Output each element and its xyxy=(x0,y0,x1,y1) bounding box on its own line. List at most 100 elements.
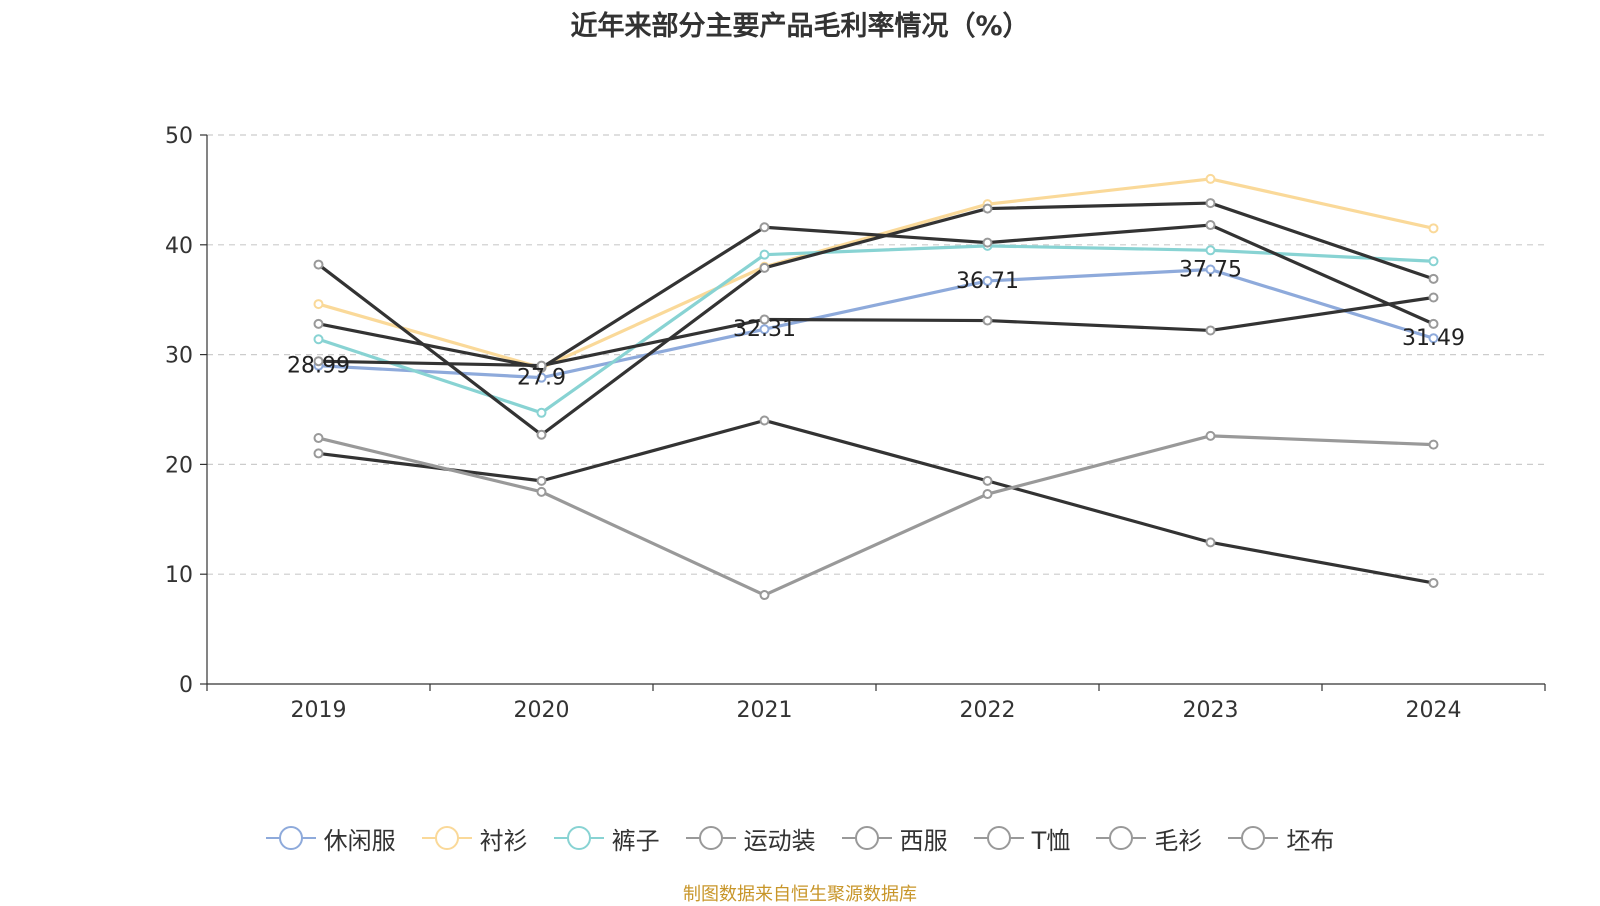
series-line-0 xyxy=(318,267,1434,380)
data-point xyxy=(1205,198,1216,209)
data-point xyxy=(1205,537,1216,548)
grid-lines xyxy=(207,134,1545,575)
legend: 休闲服 衬衫 裤子 运动装 西服 T恤 毛衫 坯布 xyxy=(0,816,1600,860)
legend-item-5[interactable]: T恤 xyxy=(973,821,1071,856)
legend-symbol xyxy=(553,826,604,850)
y-tick-label: 0 xyxy=(179,673,193,698)
data-point xyxy=(536,372,547,383)
x-tick-label: 2022 xyxy=(960,698,1016,723)
data-point xyxy=(1205,430,1216,441)
legend-symbol xyxy=(1228,826,1279,850)
source-note: 制图数据来自恒生聚源数据库 xyxy=(683,884,917,905)
legend-label: 衬衫 xyxy=(479,826,528,855)
data-point xyxy=(759,314,770,325)
legend-symbol xyxy=(265,826,316,850)
legend-item-2[interactable]: 裤子 xyxy=(553,821,660,856)
data-point xyxy=(313,334,324,345)
data-point xyxy=(1428,223,1439,234)
legend-item-1[interactable]: 衬衫 xyxy=(421,821,528,856)
legend-item-6[interactable]: 毛衫 xyxy=(1096,821,1202,856)
series-line-6 xyxy=(318,418,1434,585)
legend-label: 休闲服 xyxy=(323,826,396,855)
data-point xyxy=(313,299,324,310)
data-label: 37.75 xyxy=(1179,258,1242,283)
legend-label: T恤 xyxy=(1031,826,1071,855)
x-tick-label: 2019 xyxy=(291,698,347,723)
legend-item-0[interactable]: 休闲服 xyxy=(265,821,396,856)
axes: 0 10 20 30 40 50 2019 2020 2021 2022 2023 2024 xyxy=(165,124,1546,723)
data-point xyxy=(982,203,993,214)
data-label: 28.99 xyxy=(287,354,350,379)
data-point xyxy=(1205,245,1216,256)
data-point xyxy=(536,360,547,371)
data-point xyxy=(313,356,324,367)
legend-label: 西服 xyxy=(899,826,948,855)
legend-symbol xyxy=(421,826,472,850)
data-point xyxy=(536,475,547,486)
data-point xyxy=(759,262,770,273)
series-line-1 xyxy=(318,177,1434,370)
series-line-5 xyxy=(318,295,1434,368)
data-point xyxy=(982,489,993,500)
data-point xyxy=(313,433,324,444)
data-point xyxy=(759,324,770,335)
x-tick-label: 2024 xyxy=(1406,698,1462,723)
data-point xyxy=(982,237,993,248)
legend-item-3[interactable]: 运动装 xyxy=(685,821,816,856)
series-line-3 xyxy=(317,201,1435,437)
data-point xyxy=(982,315,993,326)
data-point xyxy=(313,318,324,329)
data-point xyxy=(1428,577,1439,588)
data-point xyxy=(759,222,770,233)
series-line-2 xyxy=(317,244,1434,415)
chart-title: 近年来部分主要产品毛利率情况（%） xyxy=(570,11,1030,42)
x-tick-label: 2023 xyxy=(1183,698,1239,723)
y-tick-label: 20 xyxy=(165,453,193,478)
series-line-7 xyxy=(318,434,1434,597)
data-point xyxy=(536,407,547,418)
data-point xyxy=(536,429,547,440)
legend-symbol xyxy=(685,826,736,850)
data-point xyxy=(313,448,324,459)
data-label: 31.49 xyxy=(1402,326,1465,351)
y-tick-label: 30 xyxy=(165,344,193,369)
y-tick-label: 10 xyxy=(165,563,193,588)
data-labels: 28.99 27.9 32.31 36.71 37.75 31.49 xyxy=(287,258,1465,391)
data-label: 36.71 xyxy=(956,269,1019,294)
legend-item-7[interactable]: 坯布 xyxy=(1228,821,1334,856)
data-point xyxy=(1428,318,1439,329)
series-line-4 xyxy=(318,223,1435,370)
data-point xyxy=(1428,292,1439,303)
data-point xyxy=(982,475,993,486)
data-label: 32.31 xyxy=(733,317,796,342)
data-point xyxy=(1428,333,1439,344)
data-point xyxy=(759,249,770,260)
data-point xyxy=(1428,256,1439,267)
data-point xyxy=(982,275,993,286)
data-point xyxy=(1428,439,1439,450)
data-point xyxy=(759,415,770,426)
data-point xyxy=(759,590,770,601)
legend-symbol xyxy=(973,826,1024,850)
data-point xyxy=(313,259,324,270)
legend-label: 毛衫 xyxy=(1154,826,1203,855)
data-point xyxy=(1205,173,1216,184)
y-tick-label: 50 xyxy=(165,124,193,149)
data-point xyxy=(1428,273,1439,284)
data-point xyxy=(536,486,547,497)
data-point xyxy=(1205,325,1216,336)
y-tick-label: 40 xyxy=(165,234,193,259)
legend-label: 运动装 xyxy=(743,826,816,855)
data-point xyxy=(1205,264,1216,275)
legend-item-4[interactable]: 西服 xyxy=(841,821,948,856)
legend-label: 坯布 xyxy=(1286,826,1335,855)
legend-symbol xyxy=(1096,826,1147,850)
data-point xyxy=(1205,220,1216,231)
x-tick-label: 2020 xyxy=(514,698,570,723)
series-lines xyxy=(313,173,1439,601)
data-label: 27.9 xyxy=(517,366,566,391)
x-tick-label: 2021 xyxy=(737,698,793,723)
legend-symbol xyxy=(841,826,892,850)
legend-label: 裤子 xyxy=(611,826,660,855)
